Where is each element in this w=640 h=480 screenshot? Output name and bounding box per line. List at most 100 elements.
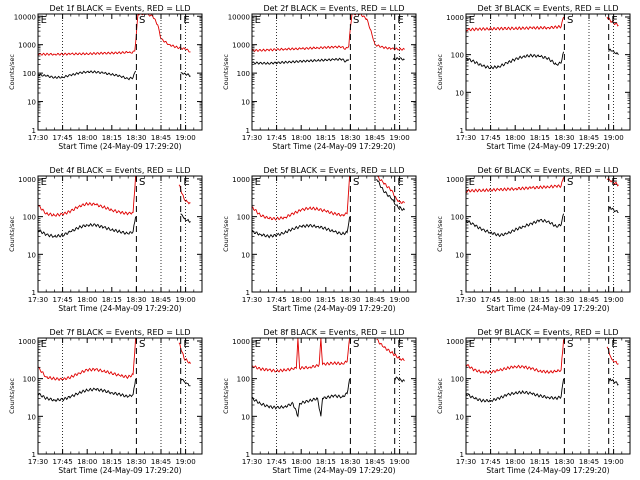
y-tick-label: 10 xyxy=(241,99,250,107)
x-tick-label: 17:45 xyxy=(481,296,501,304)
y-tick-label: 1 xyxy=(460,127,464,135)
x-tick-label: 18:30 xyxy=(340,458,360,466)
marker-label: E xyxy=(611,177,617,188)
marker-label: E xyxy=(183,177,189,188)
x-tick-label: 18:00 xyxy=(77,134,97,142)
series-group xyxy=(252,338,405,418)
series-group xyxy=(252,176,405,239)
x-tick-label: 17:45 xyxy=(53,458,73,466)
y-tick-label: 1000 xyxy=(446,176,464,184)
marker-label: S xyxy=(353,339,359,350)
y-axis-label: Counts/sec xyxy=(222,378,230,414)
panel-title: Det 8f BLACK = Events, RED = LLD xyxy=(263,328,404,337)
y-axis-label: Counts/sec xyxy=(8,216,16,252)
series-line-events xyxy=(38,378,191,403)
marker-label: E xyxy=(183,15,189,26)
x-tick-label: 19:00 xyxy=(604,458,624,466)
marker-label: E xyxy=(183,339,189,350)
x-tick-label: 17:30 xyxy=(456,134,476,142)
series-line-events xyxy=(252,57,405,65)
panel-title: Det 7f BLACK = Events, RED = LLD xyxy=(49,328,190,337)
y-axis-label: Counts/sec xyxy=(8,378,16,414)
y-axis-label: Counts/sec xyxy=(222,216,230,252)
x-tick-label: 18:30 xyxy=(340,134,360,142)
x-tick-label: 17:45 xyxy=(267,134,287,142)
series-line-events xyxy=(466,206,619,238)
y-tick-label: 100 xyxy=(23,376,36,384)
series-line-events xyxy=(252,376,405,418)
marker-label: E xyxy=(41,15,47,26)
x-tick-label: 18:15 xyxy=(102,296,122,304)
panel-title: Det 2f BLACK = Events, RED = LLD xyxy=(263,4,404,13)
x-tick-label: 19:00 xyxy=(176,134,196,142)
x-tick-label: 17:30 xyxy=(28,296,48,304)
y-axis-label: Counts/sec xyxy=(436,54,444,90)
marker-label: S xyxy=(353,177,359,188)
x-tick-label: 17:45 xyxy=(481,458,501,466)
marker-label: S xyxy=(139,339,145,350)
series-line-events xyxy=(466,377,619,403)
x-tick-label: 18:15 xyxy=(102,134,122,142)
x-tick-label: 18:45 xyxy=(151,296,171,304)
x-tick-label: 17:45 xyxy=(53,296,73,304)
x-tick-label: 19:00 xyxy=(390,296,410,304)
x-tick-label: 18:15 xyxy=(530,296,550,304)
y-tick-label: 1000 xyxy=(232,176,250,184)
y-tick-label: 1000 xyxy=(446,14,464,22)
y-tick-label: 100 xyxy=(451,214,464,222)
y-tick-label: 10 xyxy=(27,413,36,421)
series-line-lld xyxy=(252,14,405,53)
series-group xyxy=(252,14,405,65)
series-line-events xyxy=(38,70,191,81)
y-tick-label: 10 xyxy=(455,251,464,259)
x-tick-label: 17:30 xyxy=(456,458,476,466)
x-axis-label: Start Time (24-May-09 17:29:20) xyxy=(272,304,395,313)
y-axis-label: Counts/sec xyxy=(8,54,16,90)
x-axis-label: Start Time (24-May-09 17:29:20) xyxy=(58,304,181,313)
x-tick-label: 18:30 xyxy=(340,296,360,304)
panel-title: Det 6f BLACK = Events, RED = LLD xyxy=(477,166,618,175)
x-tick-label: 17:45 xyxy=(267,296,287,304)
y-tick-label: 10000 xyxy=(228,13,250,21)
y-tick-label: 1000 xyxy=(18,176,36,184)
y-tick-label: 1000 xyxy=(18,338,36,346)
marker-label: E xyxy=(397,15,403,26)
series-line-lld xyxy=(252,176,405,221)
y-axis-label: Counts/sec xyxy=(436,378,444,414)
y-tick-label: 10 xyxy=(455,89,464,97)
x-axis-label: Start Time (24-May-09 17:29:20) xyxy=(272,142,395,151)
x-tick-label: 17:45 xyxy=(53,134,73,142)
series-line-lld xyxy=(466,339,619,374)
y-tick-label: 1 xyxy=(460,451,464,459)
panel-title: Det 5f BLACK = Events, RED = LLD xyxy=(263,166,404,175)
marker-label: E xyxy=(611,15,617,26)
x-tick-label: 18:30 xyxy=(126,134,146,142)
x-tick-label: 18:30 xyxy=(126,458,146,466)
x-tick-label: 18:30 xyxy=(554,296,574,304)
x-tick-label: 19:00 xyxy=(604,134,624,142)
panel-title: Det 9f BLACK = Events, RED = LLD xyxy=(477,328,618,337)
x-tick-label: 18:45 xyxy=(579,134,599,142)
x-tick-label: 18:45 xyxy=(365,296,385,304)
y-tick-label: 1 xyxy=(246,127,250,135)
x-axis-label: Start Time (24-May-09 17:29:20) xyxy=(58,466,181,475)
y-tick-label: 10 xyxy=(241,251,250,259)
y-tick-label: 10 xyxy=(455,413,464,421)
x-tick-label: 18:15 xyxy=(530,134,550,142)
x-tick-label: 17:30 xyxy=(28,458,48,466)
x-tick-label: 18:30 xyxy=(554,134,574,142)
marker-label: E xyxy=(255,177,261,188)
x-tick-label: 17:30 xyxy=(456,296,476,304)
y-tick-label: 1 xyxy=(32,451,36,459)
series-group xyxy=(466,16,619,70)
x-axis-label: Start Time (24-May-09 17:29:20) xyxy=(486,466,609,475)
x-tick-label: 17:30 xyxy=(242,296,262,304)
y-tick-label: 100 xyxy=(451,376,464,384)
series-line-events xyxy=(252,178,405,239)
marker-label: E xyxy=(469,177,475,188)
